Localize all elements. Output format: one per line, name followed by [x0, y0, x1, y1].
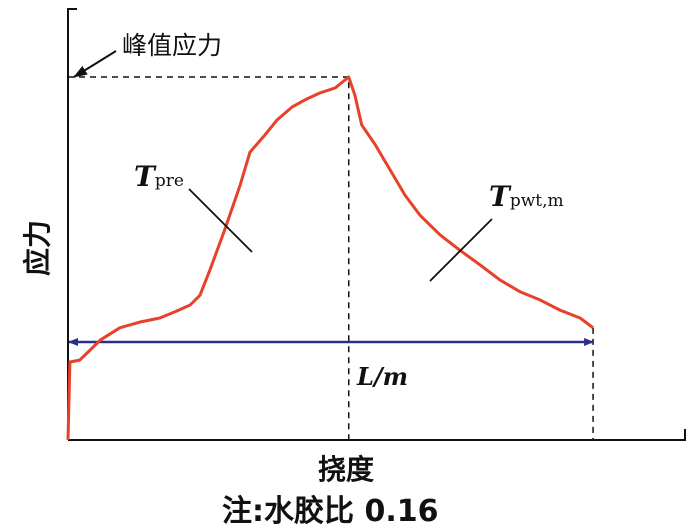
- tpwt-symbol: T: [489, 180, 510, 213]
- x-axis-label: 挠度: [318, 453, 375, 486]
- tpwt-leader-line: [429, 218, 493, 282]
- peak-stress-label: 峰值应力: [122, 31, 223, 60]
- tpwt-subscript: pwt,m: [509, 191, 564, 211]
- y-axis-label: 应力: [21, 219, 55, 277]
- note-label: 注:水胶比 0.16: [222, 494, 439, 529]
- tpre-subscript: pre: [154, 171, 184, 191]
- y-axis: [67, 8, 77, 440]
- tpre-label: Tpre: [134, 160, 184, 193]
- tpre-leader-line: [188, 188, 253, 253]
- span-label: L/m: [357, 362, 409, 391]
- peak-arrow: [73, 50, 117, 78]
- tpwt-label: Tpwt,m: [489, 180, 564, 213]
- peak-guide-lines: [68, 76, 350, 440]
- stress-curve: [66, 75, 595, 441]
- tpre-symbol: T: [134, 160, 155, 193]
- x-axis: [68, 429, 686, 441]
